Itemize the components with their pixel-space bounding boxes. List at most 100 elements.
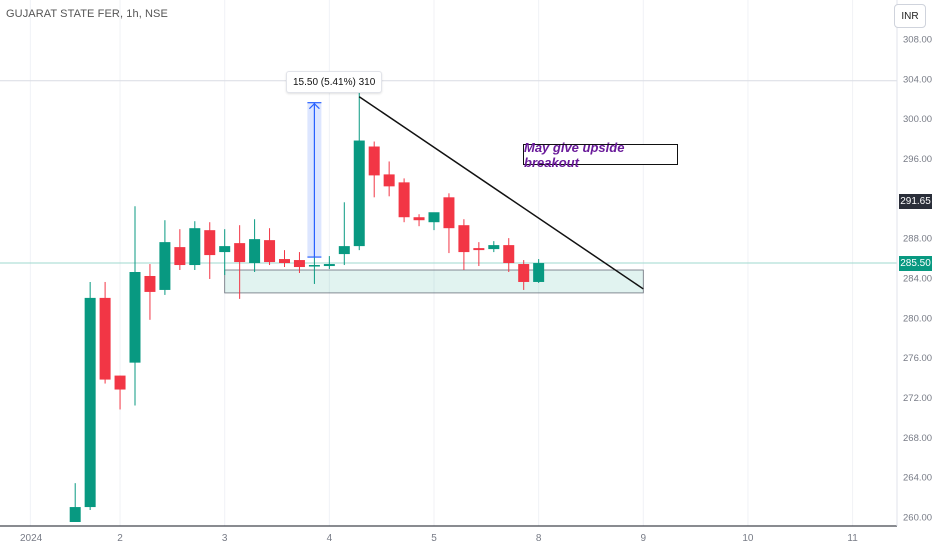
- candle-body: [458, 225, 470, 253]
- candle[interactable]: [114, 375, 126, 410]
- candle[interactable]: [129, 206, 141, 406]
- candle[interactable]: [84, 281, 96, 511]
- support-zone-rect[interactable]: [224, 269, 644, 294]
- candle[interactable]: [308, 257, 320, 284]
- candle[interactable]: [323, 256, 335, 270]
- candle-body: [293, 260, 305, 268]
- candle[interactable]: [174, 229, 186, 271]
- candle-body: [249, 239, 261, 264]
- candle[interactable]: [249, 219, 261, 273]
- y-tick-label: 288.00: [903, 234, 932, 245]
- candle-body: [368, 146, 380, 176]
- candle[interactable]: [368, 141, 380, 198]
- candle-body: [428, 212, 440, 223]
- x-tick-label: 11: [847, 533, 858, 544]
- candle-body: [144, 275, 156, 292]
- candle-body: [159, 242, 171, 290]
- x-tick-label: 8: [536, 533, 542, 544]
- candle[interactable]: [458, 219, 470, 271]
- y-tick-label: 296.00: [903, 154, 932, 165]
- y-tick-label: 276.00: [903, 353, 932, 364]
- x-tick-label: 3: [222, 533, 228, 544]
- candle-body: [99, 297, 111, 380]
- candle-body: [234, 243, 246, 263]
- y-tick-label: 260.00: [903, 513, 932, 524]
- x-tick-label: 2024: [20, 533, 43, 544]
- candle[interactable]: [443, 193, 455, 254]
- candle[interactable]: [533, 259, 545, 283]
- candle[interactable]: [428, 212, 440, 231]
- candle-body: [69, 507, 81, 522]
- candle-body: [279, 259, 290, 264]
- candle-body: [533, 263, 545, 282]
- candle-body: [174, 247, 186, 266]
- y-tick-label: 268.00: [903, 433, 932, 444]
- candle[interactable]: [159, 220, 171, 295]
- candle[interactable]: [264, 228, 276, 266]
- candle-body: [114, 375, 126, 390]
- candle-body: [518, 264, 530, 282]
- trendline-line[interactable]: [358, 96, 644, 290]
- candle-body: [338, 246, 350, 255]
- y-tick-label: 284.00: [903, 273, 932, 284]
- candle-body: [323, 264, 335, 267]
- candle[interactable]: [204, 222, 216, 279]
- candle[interactable]: [413, 214, 425, 227]
- candle[interactable]: [279, 250, 290, 268]
- candle[interactable]: [234, 225, 246, 299]
- currency-button[interactable]: INR: [894, 4, 926, 28]
- candle-body: [204, 230, 216, 256]
- candle[interactable]: [518, 260, 530, 290]
- support-zone: [224, 269, 644, 294]
- x-tick-label: 2: [117, 533, 123, 544]
- candle[interactable]: [144, 264, 156, 320]
- measure-arrow: [308, 102, 320, 110]
- x-tick-label: 5: [431, 533, 437, 544]
- candle-body: [129, 272, 141, 363]
- candle[interactable]: [503, 238, 515, 273]
- candle[interactable]: [293, 252, 305, 273]
- candle-body: [398, 182, 410, 218]
- price-tag: 285.50: [899, 255, 932, 271]
- y-tick-label: 264.00: [903, 473, 932, 484]
- candle[interactable]: [189, 221, 201, 271]
- annotation-text-box[interactable]: May give upside breakout: [523, 140, 678, 170]
- candle-body: [264, 240, 276, 263]
- candle[interactable]: [488, 241, 500, 253]
- candle-body: [413, 217, 425, 221]
- y-tick-label: 272.00: [903, 393, 932, 404]
- candle[interactable]: [353, 80, 365, 251]
- candle[interactable]: [69, 483, 81, 522]
- reference-lines: [0, 80, 897, 264]
- y-tick-label: 280.00: [903, 313, 932, 324]
- candles: [69, 80, 545, 522]
- candle-body: [353, 140, 365, 247]
- x-tick-label: 9: [641, 533, 647, 544]
- candle[interactable]: [99, 281, 111, 384]
- candle-body: [219, 246, 231, 253]
- measure-label: 15.50 (5.41%) 310: [286, 71, 383, 93]
- chart-title: GUJARAT STATE FER, 1h, NSE: [6, 8, 168, 20]
- x-tick-label: 4: [327, 533, 333, 544]
- candle[interactable]: [383, 161, 395, 197]
- x-tick-label: 10: [742, 533, 754, 544]
- y-tick-label: 308.00: [903, 34, 932, 45]
- candle[interactable]: [473, 242, 485, 267]
- candle-body: [84, 297, 96, 508]
- candle-body: [488, 245, 500, 250]
- candle-body: [473, 248, 485, 251]
- candle[interactable]: [219, 229, 231, 275]
- candle[interactable]: [398, 178, 410, 223]
- candle-body: [189, 228, 201, 266]
- candle-body: [308, 265, 320, 267]
- candle-body: [503, 245, 515, 264]
- candle-body: [443, 197, 455, 229]
- y-tick-label: 300.00: [903, 114, 932, 125]
- candle[interactable]: [338, 202, 350, 266]
- y-tick-label: 304.00: [903, 74, 932, 85]
- price-range-measure: [307, 102, 322, 258]
- price-tag: 291.65: [899, 194, 932, 210]
